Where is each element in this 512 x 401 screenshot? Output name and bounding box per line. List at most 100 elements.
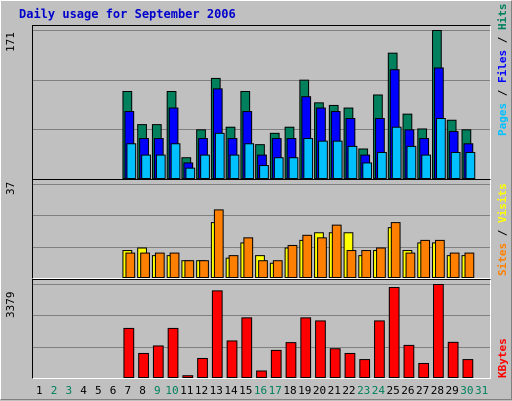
kbytes-bar	[403, 344, 415, 378]
kbytes-bar	[182, 375, 194, 378]
kbytes-bar	[197, 357, 208, 378]
pages-bar	[347, 145, 358, 179]
kbytes-bar	[315, 320, 326, 378]
sites-bar	[302, 234, 313, 278]
x-tick-label: 26	[401, 384, 414, 397]
kbytes-bar	[226, 340, 238, 378]
kbytes-bar	[359, 359, 371, 378]
sites-bar	[140, 252, 150, 278]
kbytes-plot	[33, 284, 490, 378]
x-tick-label: 2	[51, 384, 58, 397]
sites-bar	[331, 224, 342, 278]
files-label: Files	[496, 49, 509, 83]
sites-visits-panel	[32, 179, 491, 279]
kbytes-bar	[300, 317, 312, 378]
pages-bar	[229, 154, 240, 179]
sites-bar	[125, 252, 136, 278]
x-tick-label: 19	[298, 384, 311, 397]
kbytes-bar	[241, 317, 253, 378]
x-tick-label: 5	[95, 384, 102, 397]
hits-files-pages-panel	[32, 25, 491, 180]
pages-bar	[465, 151, 476, 179]
bottom-panel-ymax-label: 3379	[4, 291, 17, 319]
chart-title: Daily usage for September 2006	[19, 7, 236, 21]
kbytes-label: KBytes	[496, 338, 509, 378]
kbytes-bar	[256, 370, 267, 378]
pages-bar	[303, 138, 314, 179]
x-tick-label: 9	[154, 384, 161, 397]
sites-label: Sites	[496, 242, 509, 276]
kbytes-bar	[462, 359, 474, 378]
x-tick-label: 12	[195, 384, 208, 397]
sites-bar	[287, 244, 298, 278]
x-tick-label: 4	[80, 384, 87, 397]
sites-bar	[154, 252, 165, 278]
x-tick-label: 25	[387, 384, 400, 397]
sites-bar	[420, 239, 431, 278]
pages-bar	[450, 151, 461, 179]
sites-bar	[361, 250, 372, 278]
sites-bar	[243, 237, 254, 278]
x-axis-day-labels: 1 2 3 4 5 6 7 8 9 10 11 12 13 14 15 16 17 18 19 20 21 22 23 24 2…	[36, 384, 488, 397]
sites-bar	[376, 247, 386, 278]
kbytes-bar	[433, 284, 444, 378]
kbytes-bar	[211, 290, 223, 378]
sites-bar	[169, 252, 180, 278]
sites-bar	[213, 209, 224, 278]
pages-bar	[377, 151, 387, 179]
bottom-panel-right-label: KBytes	[496, 338, 509, 378]
kbytes-bar	[374, 320, 385, 378]
pages-bar	[185, 167, 196, 179]
x-tick-label: 18	[283, 384, 296, 397]
x-tick-label: 23	[357, 384, 370, 397]
kbytes-bar	[270, 349, 282, 378]
pages-bar	[288, 157, 299, 179]
x-tick-label: 22	[342, 384, 355, 397]
kbytes-panel	[32, 279, 491, 379]
hits-label: Hits	[496, 3, 509, 31]
sites-bar	[464, 252, 475, 278]
pages-label: Pages	[496, 102, 509, 136]
pages-bar	[391, 126, 402, 179]
pages-bar	[259, 165, 269, 179]
pages-bar	[406, 145, 417, 179]
sites-bar	[272, 260, 283, 278]
pages-bar	[155, 154, 166, 179]
pages-bar	[273, 157, 284, 179]
sites-bar	[405, 252, 416, 278]
sites-bar	[449, 252, 460, 278]
visits-label: Visits	[496, 183, 509, 223]
kbytes-bar	[344, 352, 356, 378]
sites-visits-plot	[33, 184, 490, 278]
pages-bar	[214, 132, 225, 179]
pages-bar	[170, 143, 181, 179]
sites-bar	[435, 239, 445, 278]
x-tick-label: 6	[110, 384, 117, 397]
kbytes-bar	[447, 341, 459, 378]
pages-bar	[362, 162, 373, 179]
x-tick-label: 21	[328, 384, 341, 397]
kbytes-bar	[167, 327, 179, 378]
x-tick-label: 11	[180, 384, 193, 397]
pages-bar	[332, 140, 343, 179]
x-tick-label: 28	[431, 384, 444, 397]
sites-bar	[317, 237, 327, 278]
pages-bar	[200, 154, 210, 179]
x-tick-label: 7	[125, 384, 132, 397]
pages-bar	[436, 118, 446, 179]
sites-bar	[228, 255, 239, 278]
pages-bar	[126, 143, 137, 179]
kbytes-bar	[123, 327, 135, 378]
hits-files-pages-plot	[33, 30, 490, 179]
sites-bar	[346, 250, 357, 278]
kbytes-bar	[138, 352, 149, 378]
pages-bar	[318, 140, 328, 179]
x-tick-label: 8	[139, 384, 146, 397]
pages-bar	[421, 154, 432, 179]
pages-bar	[244, 143, 255, 179]
top-panel-ymax-label: 171	[4, 32, 17, 52]
x-tick-label: 14	[224, 384, 238, 397]
x-tick-label: 27	[416, 384, 429, 397]
x-tick-label: 29	[446, 384, 459, 397]
kbytes-bar	[285, 342, 297, 378]
